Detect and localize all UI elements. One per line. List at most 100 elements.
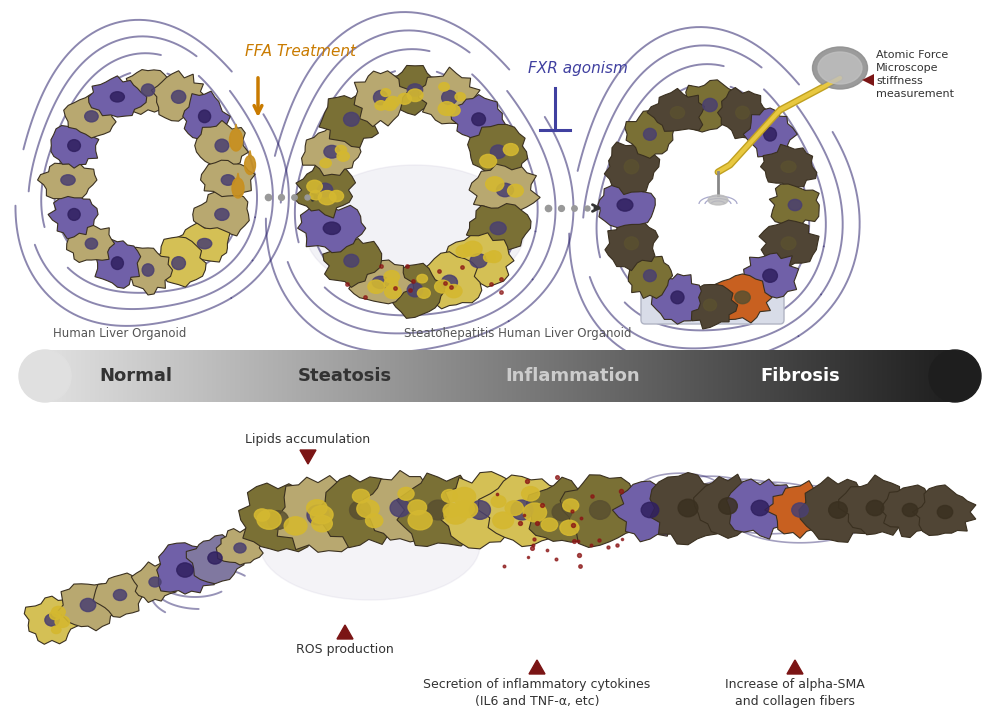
Polygon shape xyxy=(529,660,545,674)
Polygon shape xyxy=(355,71,409,126)
Polygon shape xyxy=(300,450,316,464)
Polygon shape xyxy=(298,205,366,253)
Polygon shape xyxy=(124,247,172,295)
Ellipse shape xyxy=(792,503,808,517)
Polygon shape xyxy=(717,87,770,139)
Ellipse shape xyxy=(813,47,868,89)
Ellipse shape xyxy=(254,509,270,521)
Ellipse shape xyxy=(320,159,332,168)
Ellipse shape xyxy=(384,271,399,283)
Ellipse shape xyxy=(366,514,382,528)
Ellipse shape xyxy=(260,490,480,600)
Ellipse shape xyxy=(434,280,450,293)
Polygon shape xyxy=(294,163,356,218)
Polygon shape xyxy=(880,485,940,537)
Ellipse shape xyxy=(427,500,449,520)
Ellipse shape xyxy=(141,84,154,96)
Ellipse shape xyxy=(441,490,457,503)
Polygon shape xyxy=(466,204,531,255)
Ellipse shape xyxy=(374,90,387,105)
Polygon shape xyxy=(48,192,98,239)
Ellipse shape xyxy=(491,495,506,508)
Ellipse shape xyxy=(703,98,717,112)
Polygon shape xyxy=(302,125,361,175)
Polygon shape xyxy=(628,255,672,298)
Ellipse shape xyxy=(68,139,81,152)
Ellipse shape xyxy=(641,503,658,518)
Ellipse shape xyxy=(487,251,501,263)
Polygon shape xyxy=(787,660,803,674)
Polygon shape xyxy=(769,184,820,227)
Ellipse shape xyxy=(643,129,656,140)
Ellipse shape xyxy=(735,291,750,304)
Ellipse shape xyxy=(45,614,59,626)
Polygon shape xyxy=(726,479,794,539)
Ellipse shape xyxy=(114,589,126,601)
Ellipse shape xyxy=(493,512,514,529)
Ellipse shape xyxy=(453,487,476,505)
Ellipse shape xyxy=(398,487,414,500)
Ellipse shape xyxy=(751,500,769,516)
Polygon shape xyxy=(418,67,481,123)
Polygon shape xyxy=(681,80,740,132)
Polygon shape xyxy=(323,238,381,287)
Ellipse shape xyxy=(671,291,684,304)
Polygon shape xyxy=(200,160,255,201)
Ellipse shape xyxy=(781,237,796,250)
Polygon shape xyxy=(216,528,263,565)
Ellipse shape xyxy=(463,241,482,256)
Ellipse shape xyxy=(417,288,430,298)
Ellipse shape xyxy=(456,245,471,257)
Ellipse shape xyxy=(736,106,749,119)
Ellipse shape xyxy=(380,89,390,97)
Ellipse shape xyxy=(781,161,796,173)
Ellipse shape xyxy=(818,52,862,84)
Ellipse shape xyxy=(763,269,778,282)
Polygon shape xyxy=(349,260,413,304)
Ellipse shape xyxy=(829,502,848,518)
Ellipse shape xyxy=(643,270,656,282)
Polygon shape xyxy=(446,232,514,290)
Polygon shape xyxy=(153,237,206,287)
Ellipse shape xyxy=(624,237,638,250)
Ellipse shape xyxy=(397,93,411,104)
Ellipse shape xyxy=(590,500,611,519)
Text: Normal: Normal xyxy=(100,367,172,385)
Polygon shape xyxy=(156,543,214,594)
Text: Fibrosis: Fibrosis xyxy=(760,367,841,385)
Ellipse shape xyxy=(86,238,98,249)
Ellipse shape xyxy=(541,518,558,531)
Polygon shape xyxy=(613,481,684,542)
Ellipse shape xyxy=(483,253,495,262)
Polygon shape xyxy=(761,144,817,191)
Polygon shape xyxy=(605,138,659,194)
Text: Human Liver Organoid: Human Liver Organoid xyxy=(53,327,186,340)
Ellipse shape xyxy=(350,500,371,519)
Polygon shape xyxy=(249,150,251,155)
Polygon shape xyxy=(396,473,485,547)
Ellipse shape xyxy=(678,499,698,517)
Ellipse shape xyxy=(85,110,99,122)
Ellipse shape xyxy=(142,264,153,276)
Polygon shape xyxy=(451,95,507,142)
Ellipse shape xyxy=(375,100,386,110)
Polygon shape xyxy=(469,164,540,214)
Polygon shape xyxy=(605,217,658,271)
Ellipse shape xyxy=(457,501,478,518)
Polygon shape xyxy=(799,477,877,542)
Ellipse shape xyxy=(438,102,455,116)
Polygon shape xyxy=(237,173,239,178)
Ellipse shape xyxy=(444,505,467,524)
Ellipse shape xyxy=(68,209,80,220)
Ellipse shape xyxy=(373,277,388,289)
Ellipse shape xyxy=(384,285,401,299)
Ellipse shape xyxy=(198,110,210,123)
Ellipse shape xyxy=(390,499,410,517)
Ellipse shape xyxy=(215,209,229,220)
Ellipse shape xyxy=(257,510,281,529)
Ellipse shape xyxy=(337,152,350,161)
Text: Steatohepatitis Human Liver Organoid: Steatohepatitis Human Liver Organoid xyxy=(404,327,631,340)
Polygon shape xyxy=(193,192,249,240)
Polygon shape xyxy=(598,180,655,227)
Ellipse shape xyxy=(902,503,917,517)
